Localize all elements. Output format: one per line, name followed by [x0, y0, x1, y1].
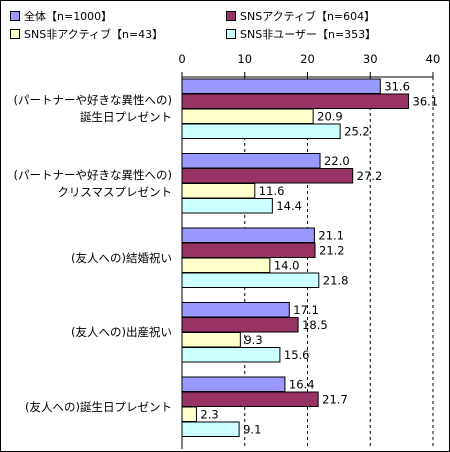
bar [181, 78, 381, 94]
legend-label-sns-active: SNSアクティブ【n=604】 [240, 10, 376, 23]
category-label: (友人への)誕生日プレゼント [25, 399, 172, 416]
legend-label-sns-nonuser: SNS非ユーザー【n=353】 [240, 28, 377, 41]
data-label: 11.6 [259, 184, 285, 198]
category-label-line: (パートナーや好きな異性への) [13, 93, 172, 107]
bar [181, 242, 316, 258]
data-label: 31.6 [384, 79, 410, 93]
data-label: 9.3 [244, 333, 262, 347]
bar [181, 198, 273, 214]
data-label: 27.2 [357, 169, 383, 183]
bar [181, 347, 281, 363]
category-label: (友人への)出産祝い [71, 324, 172, 341]
bar [181, 317, 299, 333]
bar [181, 376, 286, 392]
bar [181, 257, 271, 273]
data-label: 21.1 [318, 228, 344, 242]
legend-label-sns-inactive: SNS非アクティブ【n=43】 [24, 28, 164, 41]
category-label: (友人への)結婚祝い [71, 250, 172, 267]
legend-item-overall: 全体【n=1000】 [10, 8, 112, 24]
legend-item-sns-active: SNSアクティブ【n=604】 [226, 8, 375, 24]
legend-item-sns-nonuser: SNS非ユーザー【n=353】 [226, 26, 376, 42]
legend-swatch-sns-inactive [10, 29, 20, 39]
data-label: 36.1 [413, 94, 439, 108]
bar [181, 183, 256, 199]
data-label: 21.8 [323, 273, 349, 287]
legend-label-overall: 全体【n=1000】 [24, 10, 113, 23]
data-label: 25.2 [344, 124, 370, 138]
x-tick-label: 10 [237, 52, 252, 66]
legend-swatch-sns-active [226, 11, 236, 21]
data-label: 16.4 [289, 377, 315, 391]
data-label: 20.9 [317, 109, 343, 123]
category-label-line: 誕生日プレゼント [80, 110, 172, 124]
bar [181, 93, 410, 109]
category-label: (パートナーや好きな異性への) 誕生日プレゼント [14, 92, 172, 126]
category-label: (パートナーや好きな異性への) クリスマスプレゼント [14, 167, 172, 201]
data-label: 21.7 [322, 392, 348, 406]
bar [181, 123, 341, 139]
data-label: 2.3 [200, 407, 218, 421]
data-label: 15.6 [284, 348, 310, 362]
category-label-line: (友人への)結婚祝い [71, 250, 172, 265]
data-label: 22.0 [324, 154, 350, 168]
x-tick-label: 20 [300, 52, 315, 66]
bar [181, 153, 321, 169]
data-label: 9.1 [243, 422, 261, 436]
data-label: 18.5 [302, 318, 328, 332]
category-label-line: (友人への)誕生日プレゼント [25, 399, 172, 414]
data-label: 14.4 [276, 199, 302, 213]
bar [181, 421, 240, 437]
category-label-line: (パートナーや好きな異性への) [13, 167, 172, 182]
bar [181, 108, 314, 124]
x-tick-label: 30 [363, 52, 378, 66]
chart-legend: 全体【n=1000】 SNSアクティブ【n=604】 SNS非アクティブ【n=4… [6, 6, 444, 44]
bar [181, 272, 320, 288]
category-label-line: (友人への)出産祝い [71, 325, 172, 339]
category-label-line: クリスマスプレゼント [57, 184, 172, 199]
legend-swatch-overall [10, 11, 20, 21]
data-label: 17.1 [293, 303, 319, 317]
bar [181, 332, 241, 348]
bar [181, 302, 290, 318]
legend-item-sns-inactive: SNS非アクティブ【n=43】 [10, 26, 163, 42]
bar [181, 168, 354, 184]
bar [181, 406, 197, 422]
data-label: 14.0 [274, 258, 300, 272]
x-tick-label: 40 [426, 52, 441, 66]
x-tick-label: 0 [178, 52, 185, 66]
bar [181, 391, 319, 407]
bar [181, 227, 315, 243]
data-label: 21.2 [319, 243, 345, 257]
legend-swatch-sns-nonuser [226, 29, 236, 39]
